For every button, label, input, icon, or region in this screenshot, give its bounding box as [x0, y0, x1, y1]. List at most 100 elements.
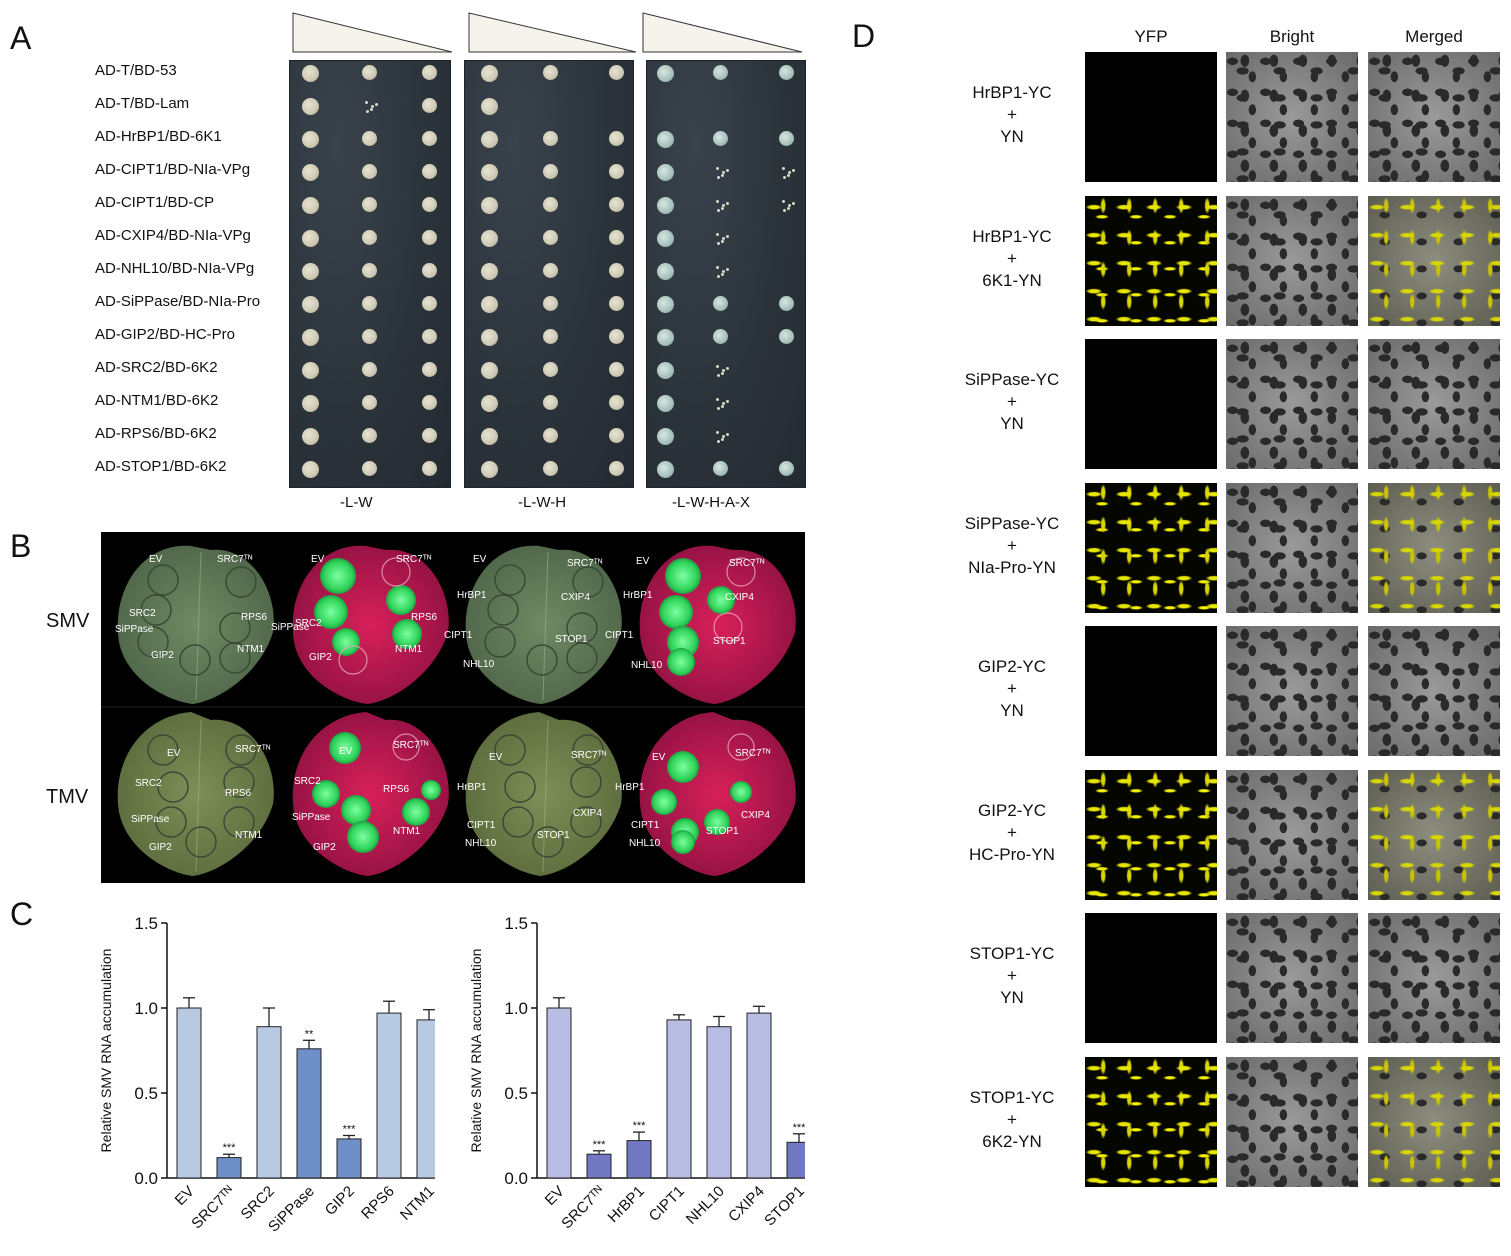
bar [176, 1007, 202, 1179]
yeast-colony [302, 461, 319, 478]
yeast-colony [362, 428, 377, 443]
y-tick-label: 1.5 [504, 914, 528, 933]
bifc-construct-line: SiPPase-YC [964, 514, 1060, 533]
yeast-speck [783, 176, 786, 179]
yeast-speck [722, 204, 725, 207]
leaf-label: NTM1 [235, 830, 263, 841]
yeast-speck [717, 242, 720, 245]
yeast-colony [302, 98, 319, 115]
leaf-label: RPS6 [241, 612, 268, 623]
y2h-row-label: AD-CXIP4/BD-NIa-VPg [95, 227, 251, 244]
leaf-label: HrBP1 [615, 782, 645, 793]
yeast-colony [543, 230, 558, 245]
leaf-label: SRC7ᵀᴺ [235, 744, 271, 755]
yfp-image [1085, 626, 1217, 756]
bright-image [1226, 1057, 1358, 1187]
leaf-label: HrBP1 [623, 590, 653, 601]
y2h-row-label: AD-NHL10/BD-NIa-VPg [95, 260, 255, 277]
leaf-smv-1 [117, 545, 274, 704]
yeast-speck [783, 209, 786, 212]
yeast-colony [543, 263, 558, 278]
yeast-speck [716, 431, 719, 434]
yeast-colony [609, 395, 624, 410]
yeast-colony [481, 164, 498, 181]
y2h-row-label: AD-CIPT1/BD-CP [95, 194, 215, 211]
yeast-speck [721, 240, 724, 243]
yeast-speck [717, 176, 720, 179]
yeast-colony [362, 263, 377, 278]
yeast-colony [543, 461, 558, 476]
bright-image [1226, 626, 1358, 756]
leaf-label: STOP1 [713, 636, 746, 647]
y-tick-label: 0.5 [134, 1084, 158, 1103]
yeast-colony [302, 329, 319, 346]
category-label: SRC7ᵀᴺ [558, 1182, 608, 1232]
column-header-bright: Bright [1269, 27, 1315, 46]
y2h-row-label: AD-RPS6/BD-6K2 [95, 425, 217, 442]
yeast-colony [302, 395, 319, 412]
yeast-speck [726, 268, 729, 271]
media-label-lwh: -L-W-H [518, 494, 567, 511]
y-axis-label: Relative SMV RNA accumulation [468, 949, 484, 1153]
leaf-label: EV [636, 556, 650, 567]
plate-lw [289, 60, 451, 488]
leaf-label: CIPT1 [444, 630, 473, 641]
yeast-colony [302, 428, 319, 445]
yeast-colony [609, 197, 624, 212]
bifc-construct-line: STOP1-YC [969, 944, 1055, 963]
bright-image [1226, 52, 1358, 182]
leaf-label: CXIP4 [573, 808, 602, 819]
y-axis-label: Relative SMV RNA accumulation [98, 949, 114, 1153]
significance-label: *** [793, 1122, 805, 1134]
yeast-colony [362, 230, 377, 245]
yeast-colony [481, 197, 498, 214]
panel-label-c: C [10, 896, 34, 932]
yeast-colony [657, 329, 674, 346]
y2h-row-label: AD-SRC2/BD-6K2 [95, 359, 218, 376]
yeast-colony [543, 197, 558, 212]
plate-lwhax [646, 60, 806, 488]
bar [376, 1012, 402, 1179]
yeast-colony [422, 98, 437, 113]
leaf-label: SRC7ᵀᴺ [567, 558, 603, 569]
bifc-construct-line: YN [1000, 701, 1024, 720]
leaf-label: EV [311, 554, 325, 565]
yeast-colony [422, 395, 437, 410]
yeast-colony [302, 230, 319, 247]
category-label: NHL10 [683, 1183, 728, 1228]
y-tick-label: 0.0 [134, 1169, 158, 1188]
bifc-construct-label: STOP1-YC + YN [942, 943, 1082, 1009]
dilution-wedge [468, 12, 637, 53]
y2h-row-label: AD-GIP2/BD-HC-Pro [95, 326, 236, 343]
yeast-colony [362, 395, 377, 410]
yeast-colony [481, 362, 498, 379]
leaf-label: SiPPase [292, 812, 331, 823]
bifc-construct-label: SiPPase-YC + NIa-Pro-YN [942, 513, 1082, 579]
yeast-colony [422, 263, 437, 278]
yeast-colony [362, 65, 377, 80]
leaf-label: CXIP4 [561, 592, 590, 603]
yeast-colony [609, 461, 624, 476]
yeast-speck [792, 169, 795, 172]
yeast-colony [779, 461, 794, 476]
yeast-colony [609, 164, 624, 179]
yeast-speck [722, 435, 725, 438]
merged-image [1368, 913, 1500, 1043]
yeast-speck [716, 200, 719, 203]
leaf-label: SiPPase [131, 814, 170, 825]
yeast-colony [422, 329, 437, 344]
y2h-row-label: AD-NTM1/BD-6K2 [95, 392, 219, 409]
merged-image [1368, 770, 1500, 900]
yeast-colony [302, 131, 319, 148]
yeast-colony [543, 164, 558, 179]
virus-label-tmv: TMV [46, 786, 89, 808]
yeast-colony [657, 197, 674, 214]
leaf-smv-4 [639, 545, 796, 704]
leaf-tmv-3 [465, 712, 622, 876]
yeast-colony [481, 329, 498, 346]
yeast-speck [716, 233, 719, 236]
yeast-colony [481, 230, 498, 247]
category-label: GIP2 [322, 1183, 358, 1219]
yeast-speck [716, 167, 719, 170]
bifc-construct-label: STOP1-YC +6K2-YN [942, 1087, 1082, 1153]
